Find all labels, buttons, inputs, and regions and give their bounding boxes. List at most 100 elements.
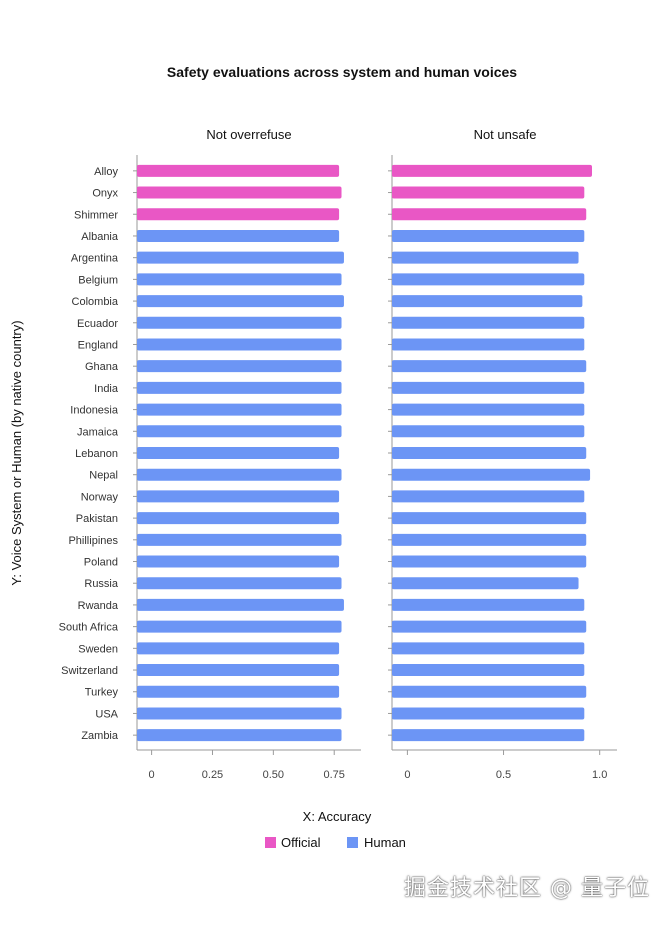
- y-axis-label: Y: Voice System or Human (by native coun…: [9, 320, 24, 585]
- bar: [137, 642, 340, 655]
- legend-label-official: Official: [281, 835, 321, 850]
- bar: [392, 642, 585, 655]
- category-label: Shimmer: [74, 209, 118, 221]
- bar: [137, 229, 340, 242]
- category-label: Indonesia: [70, 405, 119, 417]
- bar: [137, 533, 342, 546]
- x-axis-label: X: Accuracy: [303, 809, 372, 824]
- bar: [137, 316, 342, 329]
- bar: [137, 512, 340, 525]
- legend-label-human: Human: [364, 835, 406, 850]
- category-label: Phillipines: [68, 535, 118, 547]
- bar: [137, 403, 342, 416]
- category-label: Nepal: [89, 470, 118, 482]
- category-label: Colombia: [72, 296, 119, 308]
- panel-title-left: Not overrefuse: [206, 127, 291, 142]
- category-label: Alloy: [94, 166, 118, 178]
- chart-marks: Alloy Onyx Shimmer Albania Argentina Belgium C…: [59, 155, 617, 781]
- panel-title-right: Not unsafe: [474, 127, 537, 142]
- bar: [392, 338, 585, 351]
- bar: [392, 577, 579, 590]
- bar: [137, 273, 342, 286]
- x-tick-label: 0.50: [263, 769, 284, 781]
- bar: [137, 598, 344, 611]
- bar: [137, 338, 342, 351]
- bar: [392, 664, 585, 677]
- chart-title: Safety evaluations across system and hum…: [167, 64, 517, 80]
- category-label: Switzerland: [61, 665, 118, 677]
- x-tick-label: 0.5: [496, 769, 511, 781]
- bar: [392, 186, 585, 199]
- bar: [392, 208, 587, 221]
- bar: [137, 664, 340, 677]
- x-tick-label: 0: [149, 769, 155, 781]
- bar: [392, 273, 585, 286]
- category-label: Zambia: [81, 730, 119, 742]
- bar: [137, 729, 342, 742]
- category-label: Norway: [81, 491, 119, 503]
- bar: [392, 555, 587, 568]
- bar: [137, 295, 344, 308]
- bar: [137, 164, 340, 177]
- category-label: Russia: [84, 578, 119, 590]
- category-label: Argentina: [71, 253, 119, 265]
- watermark: 掘金技术社区 @ 量子位: [404, 876, 650, 901]
- legend-swatch-official: [265, 837, 276, 848]
- x-tick-label: 0.25: [202, 769, 223, 781]
- bar: [392, 447, 587, 459]
- category-label: England: [78, 339, 118, 351]
- category-label: Rwanda: [78, 600, 119, 612]
- category-label: Ecuador: [77, 318, 118, 330]
- bar: [392, 598, 585, 611]
- bar: [137, 468, 342, 481]
- x-tick-label: 1.0: [592, 769, 607, 781]
- bar: [137, 555, 340, 568]
- legend: Official Human: [265, 835, 406, 850]
- bar: [392, 316, 585, 329]
- bar: [137, 186, 342, 199]
- category-label: Poland: [84, 557, 118, 569]
- category-label: Ghana: [85, 361, 119, 373]
- category-label: Turkey: [85, 687, 119, 699]
- bar: [392, 490, 585, 503]
- bar: [137, 425, 342, 438]
- bar: [137, 577, 342, 590]
- bar: [392, 468, 591, 481]
- bar: [137, 707, 342, 720]
- bar: [137, 620, 342, 633]
- bar: [392, 403, 585, 416]
- category-label: Albania: [81, 231, 119, 243]
- bar: [392, 360, 587, 373]
- bar: [392, 164, 592, 177]
- bar: [392, 685, 587, 698]
- bar: [392, 533, 587, 546]
- bar: [137, 251, 344, 264]
- x-tick-label: 0: [404, 769, 410, 781]
- category-label: Lebanon: [75, 448, 118, 460]
- bar: [392, 229, 585, 242]
- bar: [392, 381, 585, 394]
- category-label: Jamaica: [77, 426, 119, 438]
- category-label: Sweden: [78, 643, 118, 655]
- bar: [137, 381, 342, 394]
- bar: [392, 425, 585, 438]
- bar: [137, 360, 342, 373]
- category-label: South Africa: [59, 622, 119, 634]
- bar: [137, 447, 340, 459]
- bar: [137, 685, 340, 698]
- bar: [392, 512, 587, 525]
- category-label: USA: [95, 708, 118, 720]
- category-label: India: [94, 383, 119, 395]
- category-label: Onyx: [92, 188, 118, 200]
- category-label: Pakistan: [76, 513, 118, 525]
- category-label: Belgium: [78, 274, 118, 286]
- legend-swatch-human: [347, 837, 358, 848]
- bar: [392, 295, 583, 308]
- bar: [137, 208, 340, 221]
- bar: [392, 729, 585, 742]
- bar: [137, 490, 340, 503]
- bar: [392, 707, 585, 720]
- bar: [392, 620, 587, 633]
